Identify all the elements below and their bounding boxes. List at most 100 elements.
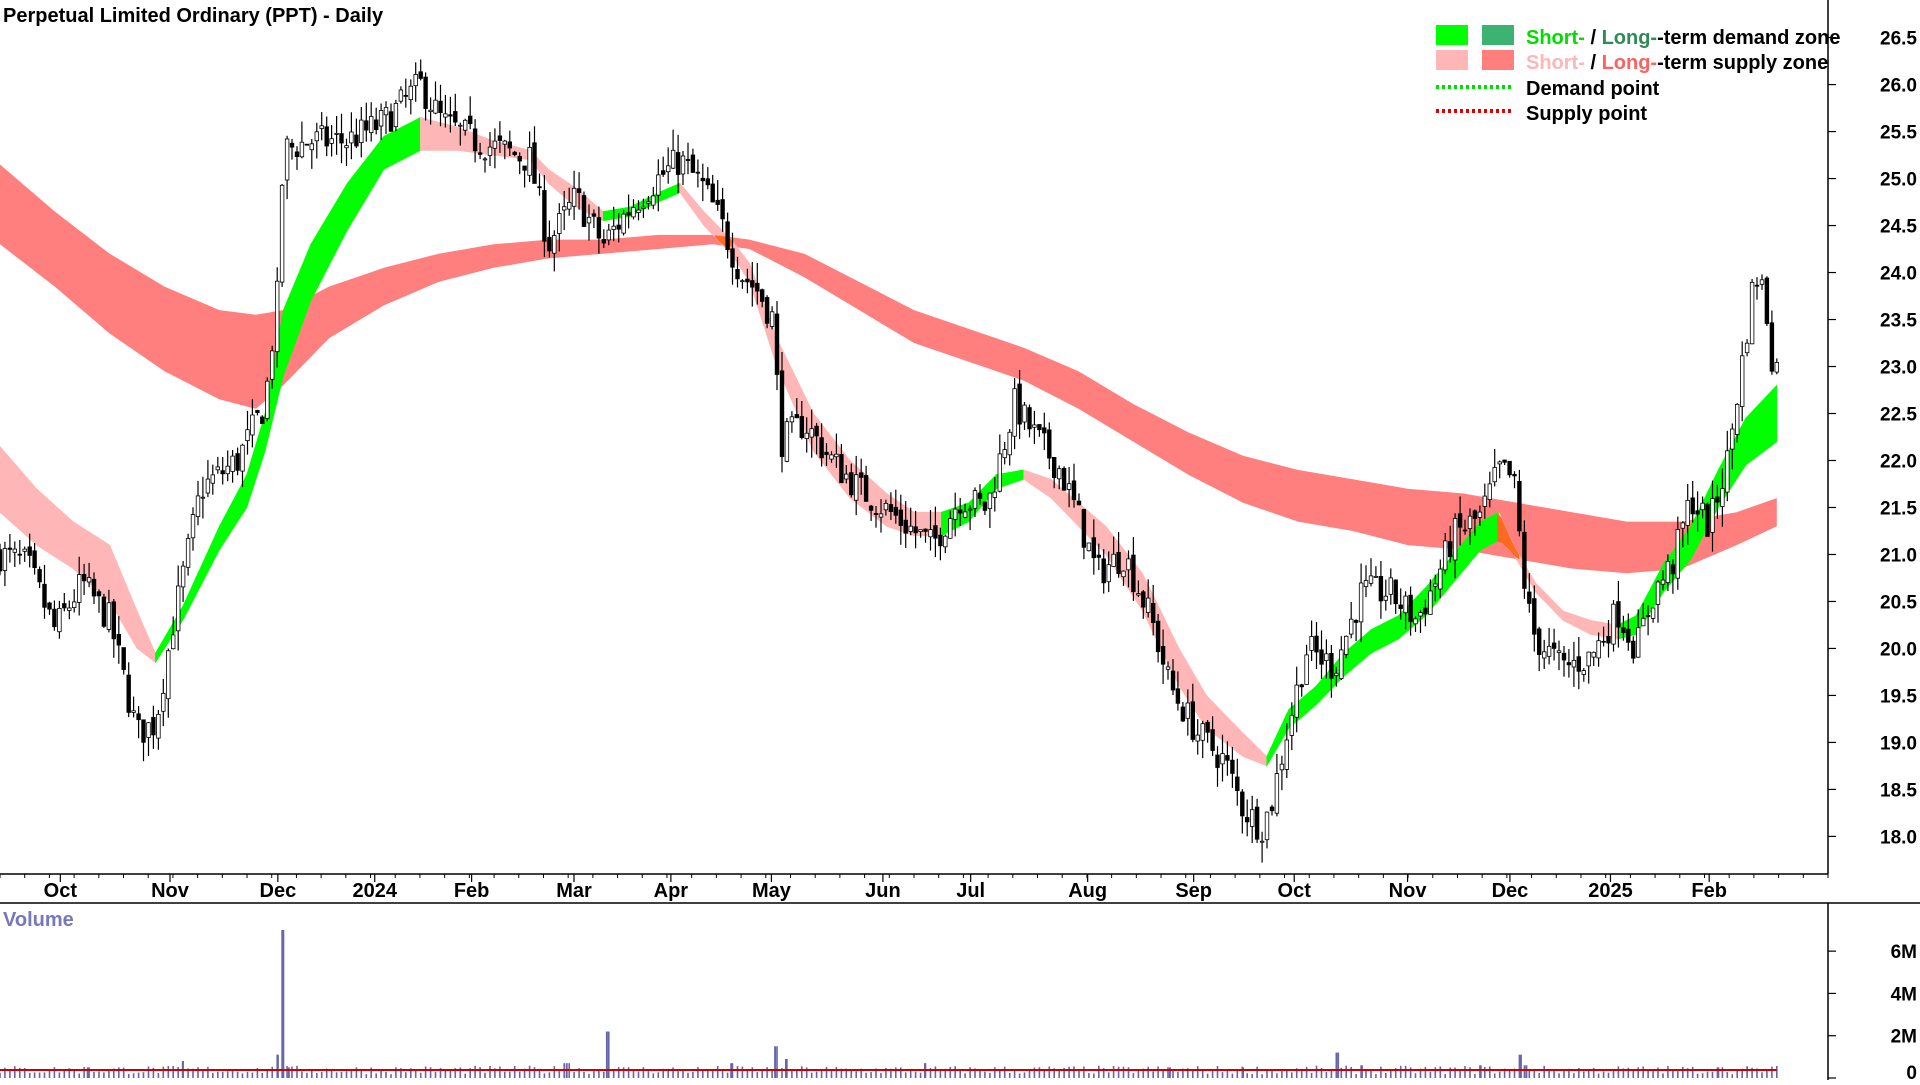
time-axis: Oct Nov Dec 2024 Feb Mar Apr May Jun Jul Aug Sep Oct… <box>0 874 1829 902</box>
candle <box>760 288 765 308</box>
candle <box>62 593 67 612</box>
candle <box>91 572 97 604</box>
candle <box>22 546 27 562</box>
candle <box>106 589 112 633</box>
candle <box>557 203 562 252</box>
candle <box>1571 641 1577 687</box>
candle <box>131 696 136 718</box>
candle <box>354 118 359 149</box>
candle <box>1606 620 1611 658</box>
candle <box>1393 579 1398 614</box>
candle <box>121 647 126 675</box>
candle <box>1353 619 1359 641</box>
candle <box>517 152 522 175</box>
candle <box>596 206 602 254</box>
candle <box>1675 516 1680 590</box>
candle <box>1185 689 1190 736</box>
price-tick-label: 22.5 <box>1880 405 1917 426</box>
candle <box>878 499 884 533</box>
candle <box>636 200 641 221</box>
candle <box>487 132 493 166</box>
candle <box>57 600 62 639</box>
candle <box>1423 599 1428 627</box>
candle <box>656 159 661 212</box>
candle <box>1279 755 1285 791</box>
candle <box>1304 644 1309 685</box>
candle <box>730 232 735 285</box>
candle <box>1532 585 1537 652</box>
candle <box>1527 573 1532 613</box>
legend-demand-sep: / <box>1585 27 1602 49</box>
candle <box>1131 537 1136 601</box>
volume-tick-label: 4M <box>1891 984 1917 1005</box>
candle <box>1363 565 1369 598</box>
candle <box>1433 574 1438 602</box>
candle <box>695 159 701 188</box>
candle <box>1116 532 1121 578</box>
price-tick-label: 19.5 <box>1880 686 1917 707</box>
candle <box>710 174 715 203</box>
candle <box>883 499 889 516</box>
candle <box>1319 630 1324 679</box>
price-tick-label: 23.5 <box>1880 311 1917 332</box>
candle <box>868 504 874 521</box>
candle <box>591 209 597 228</box>
candle <box>641 198 646 218</box>
candle <box>1175 671 1181 711</box>
candle <box>1264 811 1270 849</box>
price-tick-label: 25.5 <box>1880 123 1917 144</box>
time-tick-label: Nov <box>151 880 190 902</box>
candle <box>161 678 166 727</box>
candle <box>1670 559 1676 594</box>
candle <box>651 186 656 210</box>
candle <box>96 589 102 613</box>
candle <box>1066 467 1072 508</box>
candle <box>364 102 369 142</box>
candle <box>1522 520 1527 599</box>
candle <box>472 119 478 163</box>
candle <box>279 184 285 287</box>
candle <box>1146 579 1151 618</box>
price-tick-label: 22.0 <box>1880 451 1917 472</box>
candle <box>601 229 606 248</box>
candle <box>794 398 799 419</box>
candle <box>606 223 611 246</box>
candle <box>923 528 928 543</box>
candle <box>1012 378 1017 450</box>
candle <box>1037 424 1042 437</box>
legend-supply-sep: / <box>1585 52 1602 74</box>
candle <box>715 180 720 211</box>
candle <box>1220 734 1225 782</box>
candle <box>685 142 691 175</box>
time-tick-label: Jun <box>865 880 901 902</box>
candle <box>1081 508 1087 560</box>
price-tick-label: 20.0 <box>1880 639 1917 660</box>
time-tick-label: Nov <box>1389 880 1428 902</box>
candle <box>631 199 636 220</box>
candle <box>1339 636 1344 680</box>
candle <box>1591 651 1596 666</box>
legend-demand-zone: Short- / Long--term demand zone <box>1526 27 1840 49</box>
candle <box>903 501 908 548</box>
candle <box>156 710 161 750</box>
candle <box>393 99 399 132</box>
candle <box>1492 449 1497 487</box>
candle <box>586 204 592 241</box>
candle <box>314 122 319 159</box>
candle <box>1462 519 1468 535</box>
candle <box>136 706 141 739</box>
candle <box>1467 508 1473 545</box>
candle <box>849 463 854 498</box>
candle <box>700 163 705 202</box>
candle <box>492 128 498 169</box>
candle <box>1225 741 1230 776</box>
candle <box>789 411 795 433</box>
candle <box>1740 341 1745 422</box>
candle <box>1289 702 1294 751</box>
candle <box>1151 584 1156 636</box>
candle <box>339 113 344 164</box>
candle <box>1641 603 1646 627</box>
candle <box>666 147 671 184</box>
candle <box>77 556 82 616</box>
candle <box>1274 754 1280 817</box>
